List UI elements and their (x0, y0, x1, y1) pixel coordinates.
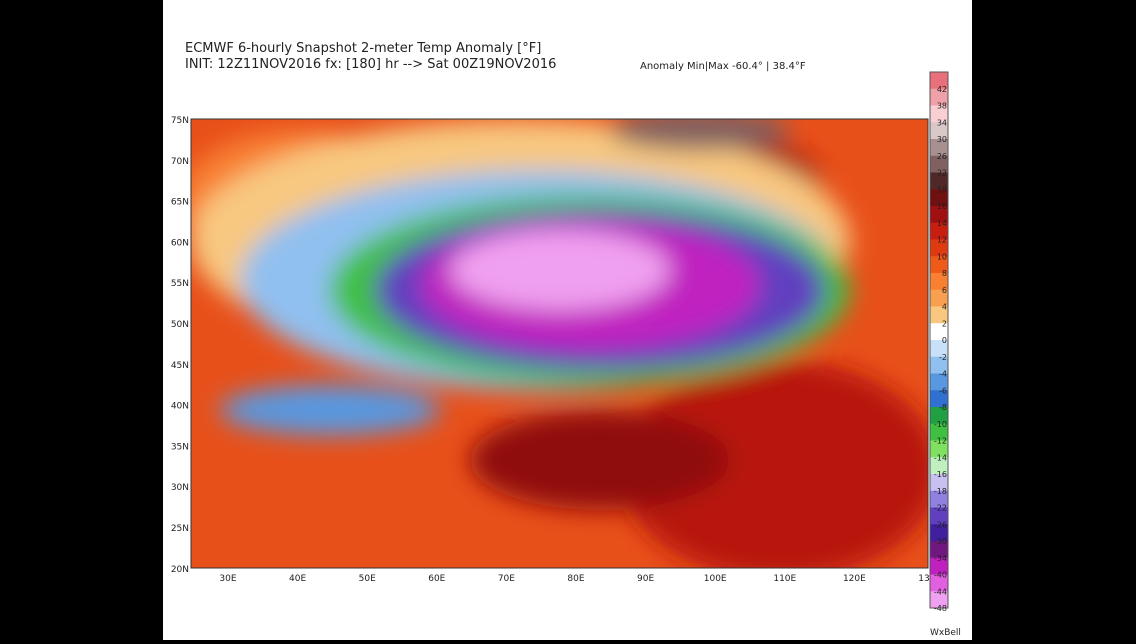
colorbar-cell (930, 474, 948, 492)
lat-label: 35N (171, 442, 189, 452)
colorbar-cell (930, 273, 948, 291)
lon-label: 90E (637, 574, 654, 584)
colorbar-label: -4 (939, 370, 947, 379)
colorbar-cell (930, 557, 948, 575)
lon-label: 100E (704, 574, 727, 584)
colorbar-cell (930, 222, 948, 240)
lat-label: 30N (171, 483, 189, 493)
colorbar-cell (930, 541, 948, 559)
lon-label: 70E (498, 574, 515, 584)
colorbar-label: 2 (942, 319, 947, 328)
init: INIT: 12Z11NOV2016 fx: [180] hr --> Sat … (185, 57, 556, 72)
title: ECMWF 6-hourly Snapshot 2-meter Temp Ano… (185, 41, 541, 56)
colorbar-cell (930, 591, 948, 609)
colorbar-cell (930, 490, 948, 508)
colorbar-cell (930, 72, 948, 90)
lat-label: 25N (171, 524, 189, 534)
colorbar-label: -34 (934, 554, 947, 563)
colorbar-cell (930, 423, 948, 441)
colorbar-label: 16 (937, 202, 947, 211)
colorbar-label: -40 (934, 571, 947, 580)
colorbar-label: -44 (934, 587, 947, 596)
colorbar-cell (930, 206, 948, 224)
colorbar-cell (930, 139, 948, 157)
lat-label: 75N (171, 116, 189, 126)
colorbar-cell (930, 172, 948, 190)
lat-label: 50N (171, 320, 189, 330)
colorbar-cell (930, 289, 948, 307)
colorbar-cell (930, 155, 948, 173)
colorbar-cell (930, 524, 948, 542)
colorbar-cell (930, 507, 948, 525)
lat-label: 70N (171, 157, 189, 167)
colorbar-label: -30 (934, 537, 947, 546)
lon-label: 120E (843, 574, 866, 584)
colorbar-cell (930, 256, 948, 274)
colorbar-label: -48 (934, 604, 947, 613)
colorbar-label: 26 (937, 152, 947, 161)
colorbar-label: -18 (934, 487, 947, 496)
colorbar-label: -10 (934, 420, 947, 429)
lon-label: 13 (918, 574, 929, 584)
colorbar-label: 42 (937, 85, 947, 94)
colorbar-cell (930, 105, 948, 123)
colorbar-label: 0 (942, 336, 947, 345)
lon-label: 30E (219, 574, 236, 584)
lat-label: 55N (171, 279, 189, 289)
annotations: 75N 70N 65N 60N 55N 50N 45N 40N 35N 30N 25N 20N 30E 4… (171, 71, 949, 613)
colorbar-label: -2 (939, 353, 947, 362)
lon-label: 60E (428, 574, 445, 584)
lat-label: 60N (171, 238, 189, 248)
colorbar-label: -22 (934, 504, 947, 513)
colorbar-label: 4 (942, 303, 947, 312)
colorbar-cell (930, 239, 948, 257)
colorbar-cell (930, 407, 948, 425)
lon-label: 80E (567, 574, 584, 584)
colorbar-label: 8 (942, 269, 947, 278)
colorbar-cell (930, 356, 948, 374)
colorbar-label: -12 (934, 437, 947, 446)
colorbar-label: 6 (942, 286, 947, 295)
colorbar-cell (930, 340, 948, 358)
colorbar-label: 12 (937, 236, 947, 245)
colorbar-cell (930, 390, 948, 408)
lon-label: 110E (773, 574, 796, 584)
colorbar-label: 34 (937, 118, 947, 127)
colorbar-label: 22 (937, 169, 947, 178)
colorbar-label: 14 (937, 219, 947, 228)
colorbar-cell (930, 88, 948, 106)
colorbar-label: -14 (934, 453, 947, 462)
logo: WxBell (930, 628, 961, 638)
colorbar-cell (930, 306, 948, 324)
lon-label: 50E (359, 574, 376, 584)
colorbar-cell (930, 189, 948, 207)
colorbar-label: 18 (937, 185, 947, 194)
colorbar-cell (930, 457, 948, 475)
minmax: Anomaly Min|Max -60.4° | 38.4°F (640, 61, 806, 72)
colorbar-cell (930, 323, 948, 341)
lat-label: 40N (171, 402, 189, 412)
lat-label: 20N (171, 565, 189, 575)
colorbar-cell (930, 373, 948, 391)
lat-label: 45N (171, 361, 189, 371)
lon-label: 40E (289, 574, 306, 584)
colorbar-label: -8 (939, 403, 947, 412)
colorbar-cell (930, 574, 948, 592)
colorbar-label: -6 (939, 386, 947, 395)
lat-label: 65N (171, 198, 189, 208)
map-frame (190, 118, 929, 569)
colorbar-label: -16 (934, 470, 947, 479)
colorbar-frame (929, 71, 949, 609)
colorbar-label: 10 (937, 252, 947, 261)
colorbar-cell (930, 122, 948, 140)
map (191, 119, 928, 568)
colorbar-cell (930, 440, 948, 458)
colorbar-label: 30 (937, 135, 947, 144)
colorbar-label: 38 (937, 102, 947, 111)
colorbar-label: -26 (934, 520, 947, 529)
